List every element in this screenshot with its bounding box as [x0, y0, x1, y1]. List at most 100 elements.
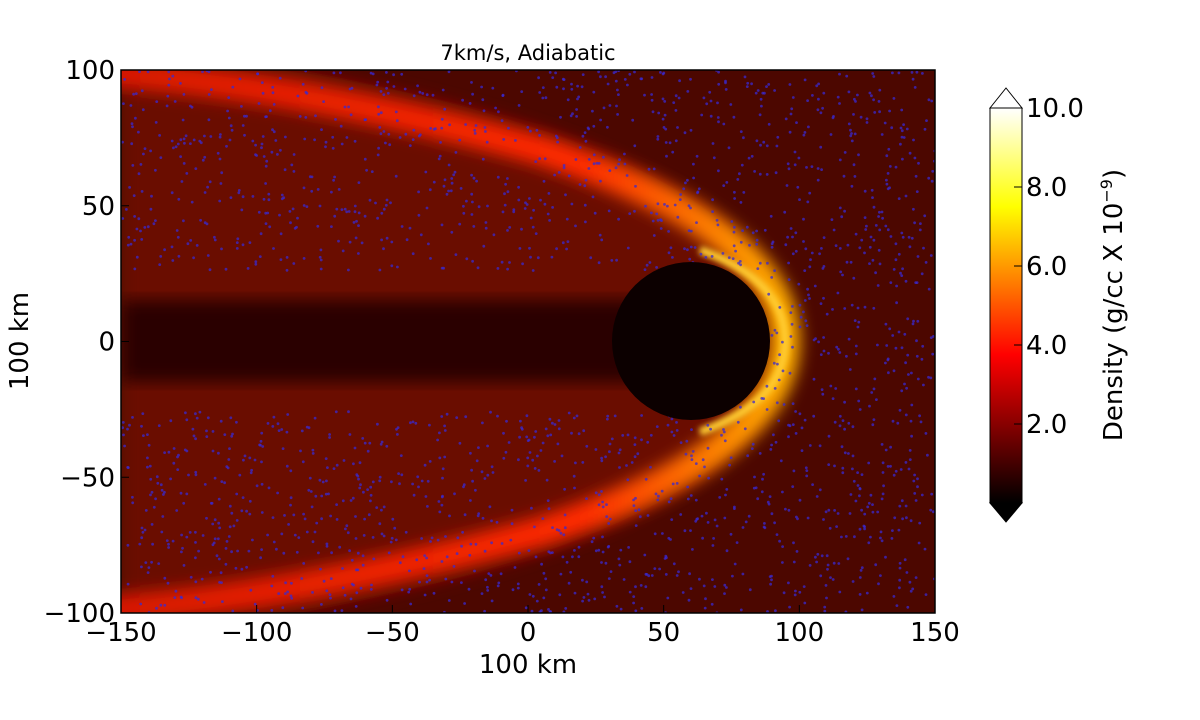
particle — [820, 168, 823, 172]
particle — [242, 458, 245, 462]
particle — [496, 584, 500, 588]
particle — [189, 239, 193, 242]
particle — [781, 490, 784, 494]
particle — [227, 458, 231, 461]
particle — [411, 138, 415, 142]
particle — [640, 607, 644, 610]
particle — [305, 205, 309, 209]
particle — [569, 114, 573, 118]
particle — [739, 405, 742, 409]
particle — [140, 536, 144, 540]
particle — [858, 593, 862, 596]
particle — [587, 598, 591, 602]
particle — [396, 265, 399, 269]
colorbar-label-exponent: −9 — [1097, 179, 1116, 203]
particle — [816, 167, 820, 170]
particle — [529, 129, 532, 133]
particle — [818, 444, 822, 448]
particle — [211, 449, 215, 453]
particle — [274, 139, 278, 142]
particle — [632, 595, 636, 598]
particle — [577, 95, 581, 99]
particle — [889, 235, 893, 238]
particle — [157, 562, 161, 565]
particle — [591, 195, 595, 199]
particle — [687, 598, 691, 602]
particle — [285, 430, 289, 434]
particle — [334, 410, 338, 414]
particle — [805, 166, 808, 169]
particle — [859, 569, 863, 572]
particle — [570, 202, 574, 206]
particle — [798, 590, 802, 594]
particle — [770, 276, 774, 279]
particle — [271, 425, 275, 428]
particle — [727, 256, 731, 259]
particle — [128, 423, 131, 427]
particle — [793, 593, 797, 597]
particle — [540, 609, 543, 613]
particle — [827, 463, 831, 466]
particle — [180, 533, 184, 537]
particle — [823, 605, 827, 609]
particle — [203, 483, 207, 486]
particle — [788, 371, 792, 375]
particle — [503, 203, 507, 207]
particle — [803, 299, 807, 302]
particle — [408, 144, 412, 148]
particle — [660, 219, 663, 223]
particle — [838, 414, 842, 418]
particle — [805, 469, 809, 472]
particle — [260, 146, 263, 150]
particle — [874, 224, 878, 227]
particle — [781, 369, 785, 373]
particle — [440, 495, 444, 499]
particle — [529, 255, 532, 259]
particle — [683, 131, 687, 135]
colorbar-label: Density (g/cc X 10−9) — [1097, 169, 1129, 441]
particle — [708, 90, 712, 94]
particle — [150, 490, 154, 494]
particle — [456, 536, 460, 540]
particle — [352, 583, 355, 587]
particle — [608, 450, 611, 454]
particle — [741, 572, 745, 576]
particle — [414, 421, 418, 425]
particle — [756, 89, 760, 92]
particle — [380, 508, 383, 512]
particle — [652, 167, 656, 171]
particle — [243, 454, 247, 458]
particle — [863, 189, 867, 193]
particle — [171, 259, 175, 262]
particle — [490, 599, 494, 603]
particle — [484, 130, 487, 133]
particle — [426, 479, 430, 483]
particle — [271, 85, 275, 89]
chart-title: 7km/s, Adiabatic — [440, 41, 615, 65]
particle — [390, 480, 393, 484]
particle — [382, 534, 386, 538]
particle — [211, 430, 215, 433]
particle — [656, 135, 660, 138]
particle — [713, 585, 717, 588]
particle — [667, 251, 671, 255]
particle — [606, 125, 609, 129]
particle — [345, 210, 349, 214]
particle — [581, 578, 584, 582]
particle — [469, 542, 473, 546]
particle — [884, 322, 888, 326]
particle — [790, 322, 794, 326]
particle — [846, 557, 850, 561]
particle — [644, 585, 648, 589]
particle — [791, 96, 795, 99]
x-tick-label: 0 — [520, 618, 537, 648]
particle — [318, 255, 322, 259]
particle — [824, 584, 828, 587]
particle — [911, 322, 915, 326]
particle — [866, 505, 870, 509]
particle — [679, 441, 683, 444]
particle — [797, 282, 801, 286]
particle — [474, 542, 478, 546]
particle — [289, 503, 292, 507]
particle — [268, 225, 272, 229]
